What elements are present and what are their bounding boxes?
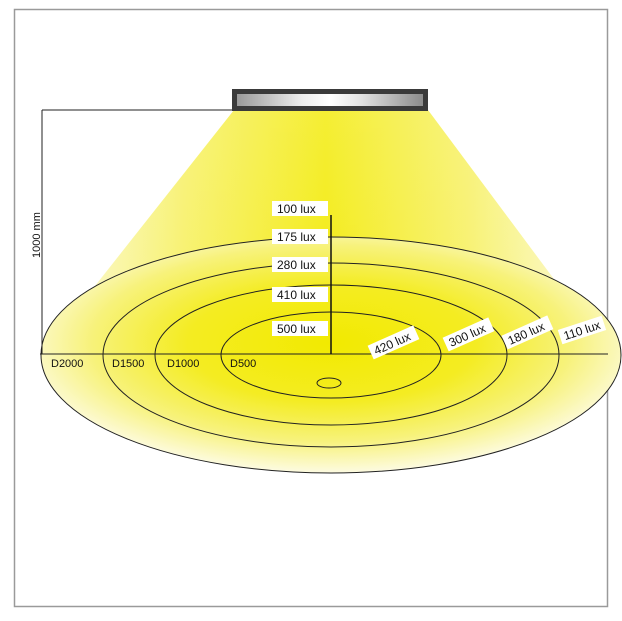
floor-lux-bg	[442, 317, 495, 352]
lux-label-bg	[272, 257, 328, 272]
distance-labels: D2000 D1500 D1000 D500	[51, 358, 256, 370]
distance-d1000: D1000	[167, 358, 199, 370]
distance-d2000: D2000	[51, 358, 83, 370]
lux-label-bg	[272, 201, 328, 216]
center-spot-ellipse	[316, 377, 342, 389]
height-label: 1000 mm	[31, 212, 43, 258]
lux-label-410: 410 lux	[277, 288, 316, 302]
lux-label-bg	[272, 229, 328, 244]
lux-label-bg	[272, 287, 328, 302]
floor-lux-bg	[501, 315, 554, 350]
lux-label-500: 500 lux	[277, 322, 316, 336]
lux-label-bg	[272, 321, 328, 336]
floor-lux-bg	[367, 325, 420, 360]
distance-d500: D500	[230, 358, 256, 370]
luminaire-lens	[237, 94, 423, 106]
distance-d1500: D1500	[112, 358, 144, 370]
floor-lux-bg	[557, 315, 607, 345]
vertical-lux-labels: 100 lux 175 lux 280 lux 410 lux 500 lux	[272, 201, 328, 336]
lux-label-280: 280 lux	[277, 258, 316, 272]
lux-label-100: 100 lux	[277, 202, 316, 216]
lux-label-175: 175 lux	[277, 230, 316, 244]
